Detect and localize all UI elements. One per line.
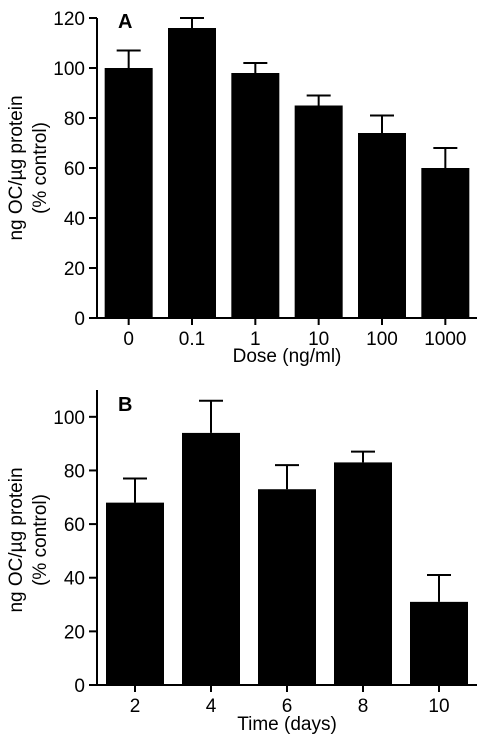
y-tick-label-b: 0 — [74, 676, 85, 697]
y-tick-label-b: 80 — [64, 461, 85, 482]
bar-b — [334, 462, 392, 685]
x-tick-label-a: 1 — [250, 329, 261, 350]
y-axis-label-b-line2: (% control) — [30, 494, 51, 586]
bar-b — [106, 502, 164, 685]
y-tick-label-a: 20 — [64, 259, 85, 280]
x-tick-label-b: 2 — [130, 696, 141, 717]
bar-a — [358, 133, 406, 318]
x-tick-label-b: 10 — [428, 696, 449, 717]
x-axis-label-b: Time (days) — [237, 714, 337, 735]
x-tick-label-b: 4 — [206, 696, 217, 717]
x-tick-label-b: 8 — [358, 696, 369, 717]
y-tick-label-a: 60 — [64, 159, 85, 180]
x-tick-label-a: 10 — [308, 329, 329, 350]
y-tick-label-b: 40 — [64, 569, 85, 590]
panel-label-a: A — [118, 11, 132, 33]
bar-a — [231, 73, 280, 318]
y-tick-label-b: 60 — [64, 515, 85, 536]
y-tick-label-a: 80 — [64, 109, 85, 130]
x-axis-label-a: Dose (ng/ml) — [233, 346, 342, 367]
y-axis-label-a-line1: ng OC/µg protein — [6, 95, 27, 240]
chart-panel-b: B ng OC/µg protein (% control) Time (day… — [6, 390, 477, 735]
y-tick-label-a: 0 — [74, 309, 85, 330]
x-tick-label-a: 1000 — [424, 329, 466, 350]
panel-label-b: B — [118, 394, 132, 416]
y-tick-label-a: 120 — [53, 9, 85, 30]
y-tick-label-b: 20 — [64, 622, 85, 643]
bar-b — [182, 432, 240, 685]
x-tick-label-a: 0 — [123, 329, 134, 350]
bar-a — [294, 105, 343, 318]
bar-a — [421, 168, 470, 318]
x-tick-label-b: 6 — [282, 696, 293, 717]
y-axis-label-a-line2: (% control) — [30, 122, 51, 214]
x-tick-label-a: 0.1 — [179, 329, 205, 350]
bar-b — [258, 489, 316, 685]
bar-a — [104, 68, 153, 318]
chart-panel-a: A ng OC/µg protein (% control) Dose (ng/… — [6, 9, 477, 367]
y-tick-label-a: 40 — [64, 209, 85, 230]
y-tick-label-a: 100 — [53, 59, 85, 80]
y-axis-label-b-line1: ng OC/µg protein — [6, 467, 27, 612]
bar-b — [410, 601, 468, 685]
bar-a — [168, 28, 216, 318]
y-tick-label-b: 100 — [53, 408, 85, 429]
x-tick-label-a: 100 — [366, 329, 398, 350]
